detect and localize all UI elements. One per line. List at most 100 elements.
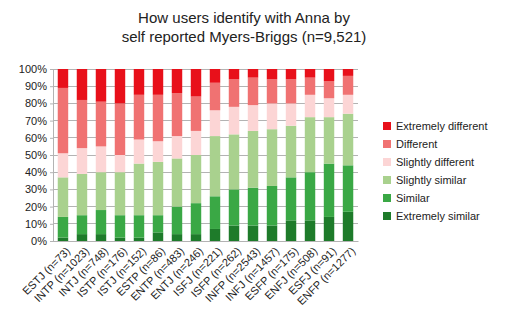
tick-mark [50, 189, 53, 190]
bar-segment [191, 234, 201, 241]
tick-mark [50, 224, 53, 225]
bar-segment [229, 134, 239, 189]
tick-label: ENFP (n=1277) [295, 245, 358, 308]
tick-label: 10% [25, 218, 47, 230]
axis-line [54, 241, 359, 242]
bar-segment [58, 238, 68, 241]
bar-segment [115, 215, 125, 237]
bar-segment [153, 141, 163, 162]
bar-segment [115, 103, 125, 155]
bar-segment [153, 162, 163, 215]
bar-segment [248, 78, 258, 106]
tick-label: 80% [25, 97, 47, 109]
bar-segment [286, 220, 296, 241]
bar-segment [153, 232, 163, 241]
legend-label: Extremely different [396, 120, 488, 132]
bar-segment [191, 203, 201, 234]
y-axis: 0%10%20%30%40%50%60%70%80%90%100% [19, 63, 54, 247]
bar-segment [210, 69, 220, 83]
axis-line [50, 70, 54, 242]
bar-segment [134, 238, 144, 241]
bar-segment [77, 234, 87, 241]
tick-mark [50, 69, 53, 70]
bar-segment [305, 220, 315, 241]
bar-segment [267, 103, 277, 129]
bar-segment [305, 78, 315, 95]
bar-segment [77, 69, 87, 100]
title: self reported Myers-Briggs (n=9,521) [122, 28, 367, 45]
bar-segment [324, 164, 334, 217]
series [58, 164, 353, 238]
bars [58, 69, 353, 241]
bar-segment [286, 103, 296, 125]
tick-label: 60% [25, 132, 47, 144]
bar-segment [172, 234, 182, 241]
tick: 30% [25, 183, 53, 195]
tick-mark [50, 155, 53, 156]
title-group: How users identify with Anna by self repo… [122, 9, 367, 45]
tick-label: 90% [25, 80, 47, 92]
bar-segment [248, 69, 258, 78]
tick-label: 20% [25, 201, 47, 213]
bar-segment [229, 79, 239, 107]
bar-segment [324, 98, 334, 117]
tick-mark [50, 103, 53, 104]
tick-label: 100% [19, 63, 47, 75]
tick: 80% [25, 97, 53, 109]
tick-label: 0% [31, 235, 47, 247]
legend-label: Extremely similar [396, 210, 480, 222]
bar-segment [229, 69, 239, 79]
bar-segment [115, 155, 125, 172]
bar-segment [77, 174, 87, 215]
legend-swatch [383, 212, 391, 220]
bar-segment [96, 69, 106, 102]
bar-segment [172, 69, 182, 93]
bar-segment [248, 226, 258, 241]
tick-mark [50, 121, 53, 122]
bar-segment [286, 79, 296, 103]
bar-segment [77, 100, 87, 148]
bar-segment [210, 136, 220, 196]
bar-segment [324, 217, 334, 241]
bar-segment [191, 97, 201, 131]
bar-segment [305, 95, 315, 117]
bar-segment [248, 105, 258, 131]
bar-segment [134, 140, 144, 164]
legend-label: Slightly different [396, 156, 474, 168]
tick: 100% [19, 63, 53, 75]
tick: 20% [25, 201, 53, 213]
bar-segment [305, 172, 315, 220]
tick: 50% [25, 149, 53, 161]
legend-label: Slightly similar [396, 174, 467, 186]
tick-mark [50, 207, 53, 208]
bar-segment [153, 215, 163, 232]
bar-segment [191, 69, 201, 97]
bar-segment [172, 158, 182, 206]
x-axis: ESTJ (n=73)INTP (n=1023)INTJ (n=748)ISTP… [20, 241, 359, 307]
bar-segment [191, 155, 201, 203]
tick: 70% [25, 115, 53, 127]
bar-segment [172, 207, 182, 235]
bar-segment [210, 229, 220, 241]
bar-segment [324, 81, 334, 98]
bar-segment [134, 95, 144, 140]
bar-segment [286, 177, 296, 220]
title: How users identify with Anna by [138, 9, 350, 26]
bar-segment [229, 226, 239, 241]
legend-swatch [383, 158, 391, 166]
grid [53, 69, 358, 241]
bar-segment [115, 238, 125, 241]
bar-segment [134, 69, 144, 95]
tick: 10% [25, 218, 53, 230]
bar-segment [96, 172, 106, 210]
tick-mark [50, 172, 53, 173]
legend-swatch [383, 122, 391, 130]
tick-label: 30% [25, 183, 47, 195]
bar-segment [96, 102, 106, 147]
bar-segment [343, 95, 353, 114]
bar-segment [305, 117, 315, 172]
bar-segment [267, 226, 277, 241]
bar-segment [96, 210, 106, 234]
tick: ENFP (n=1277) [295, 241, 358, 307]
bar-segment [153, 95, 163, 141]
